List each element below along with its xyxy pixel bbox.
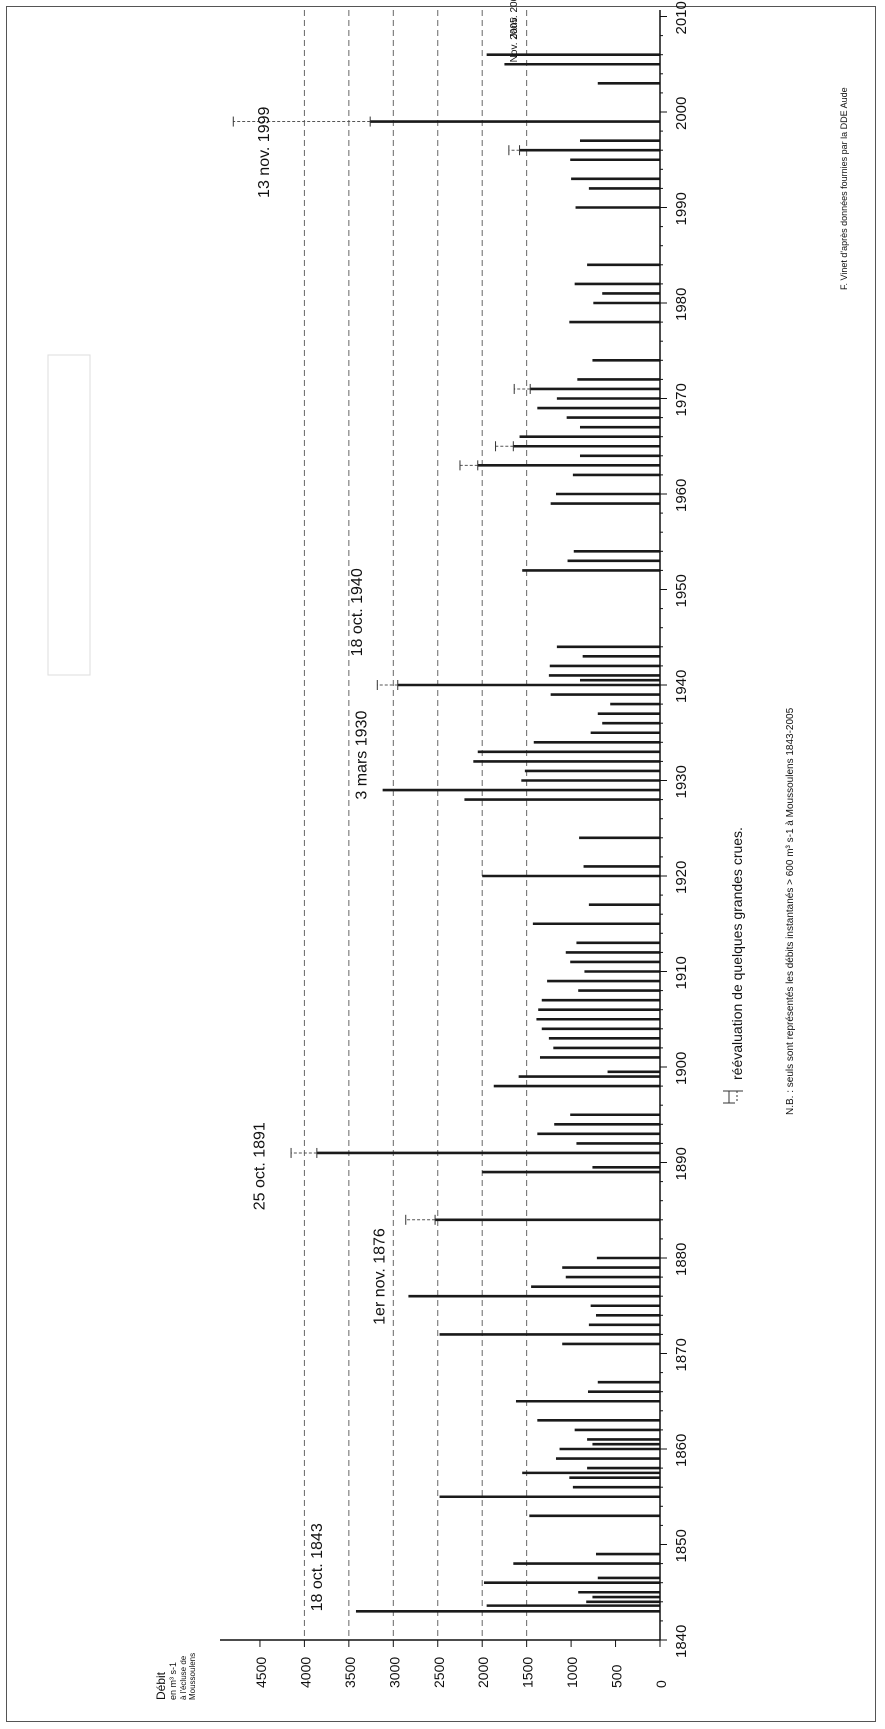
revaluation-marker — [459, 460, 479, 471]
revaluation-markers — [232, 116, 531, 1225]
blank-panel — [47, 354, 91, 676]
annotation-label: 18 oct. 1940 — [349, 568, 366, 656]
y-tick-label: 2000 — [475, 1657, 491, 1688]
annotation-label: Janv. 2006 — [509, 0, 520, 38]
annotation-label: 3 mars 1930 — [354, 711, 371, 800]
x-tick-label: 1960 — [673, 479, 690, 512]
x-tick-label: 1840 — [673, 1625, 690, 1658]
revaluation-marker — [405, 1214, 436, 1225]
y-axis-title: Débit en m³ s-1 à l'écluse de Moussoulen… — [154, 1653, 197, 1700]
y-tick-label: 3000 — [386, 1657, 402, 1688]
revaluation-marker — [723, 1090, 743, 1104]
legend-label: réévaluation de quelques grandes crues. — [729, 827, 745, 1080]
y-tick-label: 4500 — [253, 1657, 269, 1688]
y-axis-title-line-3: à l'écluse de — [179, 1655, 188, 1700]
x-tick-label: 1850 — [673, 1529, 690, 1562]
x-tick-label: 1900 — [673, 1052, 690, 1085]
annotations: 18 oct. 1843 1er nov. 1876 25 oct. 1891 3 m… — [251, 0, 519, 1611]
revaluation-marker — [508, 145, 521, 156]
y-axis-title-line-1: Débit — [154, 1671, 168, 1700]
axis-ticks: 1840 1850 1860 1870 1880 1890 1900 1910 1920 1930… — [253, 1, 690, 1688]
gridlines — [303, 10, 528, 1640]
revaluation-marker — [232, 116, 371, 127]
x-tick-label: 1920 — [673, 861, 690, 894]
x-tick-label: 2000 — [673, 97, 690, 130]
source-credit: F. Vinet d'après données fournies par la… — [839, 87, 849, 290]
y-tick-label: 1500 — [520, 1657, 536, 1688]
y-tick-label: 4000 — [297, 1657, 313, 1688]
revaluation-marker — [290, 1147, 318, 1158]
revaluation-marker — [513, 383, 531, 394]
x-tick-label: 1970 — [673, 383, 690, 416]
x-tick-label: 2010 — [673, 1, 690, 34]
y-tick-label: 2500 — [431, 1657, 447, 1688]
bars — [316, 53, 660, 1613]
legend: réévaluation de quelques grandes crues. — [723, 827, 745, 1104]
x-tick-label: 1860 — [673, 1434, 690, 1467]
x-tick-label: 1990 — [673, 192, 690, 225]
y-tick-label: 500 — [609, 1664, 625, 1688]
y-axis-title-line-4: Moussoulens — [188, 1653, 197, 1700]
x-tick-label: 1870 — [673, 1338, 690, 1371]
y-axis-title-line-2: en m³ s-1 — [168, 1662, 178, 1700]
annotation-label: 1er nov. 1876 — [371, 1228, 388, 1325]
annotation-label: 13 nov. 1999 — [256, 107, 273, 198]
revaluation-marker — [495, 441, 514, 452]
y-tick-label: 3500 — [342, 1657, 358, 1688]
x-tick-label: 1980 — [673, 288, 690, 321]
revaluation-marker — [376, 680, 399, 690]
x-tick-label: 1940 — [673, 670, 690, 703]
annotation-label: Nov. 2005 — [509, 17, 520, 62]
x-tick-label: 1910 — [673, 956, 690, 989]
footnote: N.B. : seuls sont représentés les débits… — [785, 707, 796, 1115]
x-tick-label: 1930 — [673, 765, 690, 798]
annotation-label: 18 oct. 1843 — [309, 1523, 326, 1611]
figure-frame — [6, 6, 876, 1722]
x-tick-label: 1950 — [673, 574, 690, 607]
y-tick-label: 1000 — [564, 1657, 580, 1688]
y-tick-label: 0 — [653, 1680, 669, 1688]
x-tick-label: 1880 — [673, 1243, 690, 1276]
x-tick-label: 1890 — [673, 1147, 690, 1180]
annotation-label: 25 oct. 1891 — [251, 1122, 268, 1210]
